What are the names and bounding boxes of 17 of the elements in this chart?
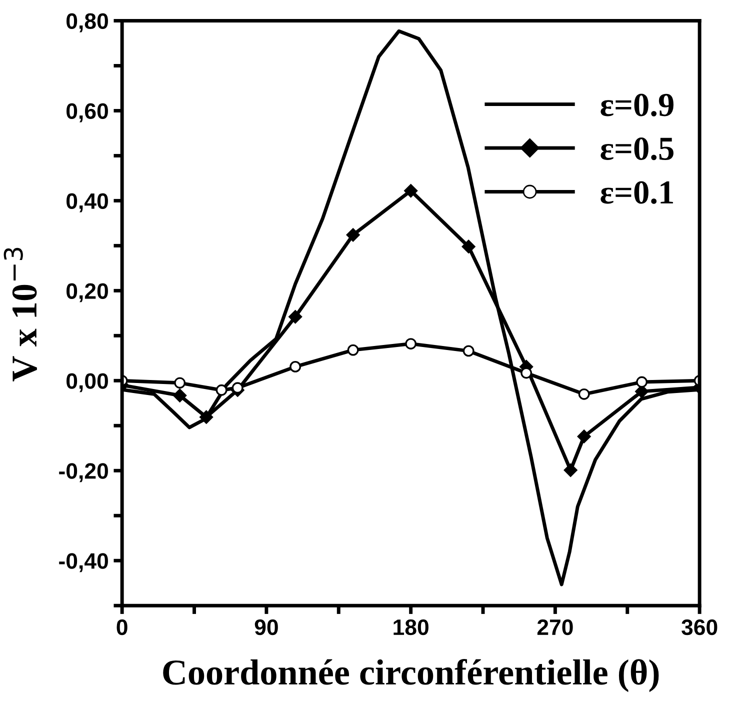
y-tick-label: 0,20 — [66, 283, 108, 302]
legend-label: ε=0.5 — [600, 137, 674, 160]
legend-label: ε=0.1 — [600, 181, 673, 204]
x-tick-label: 90 — [254, 619, 278, 636]
y-tick-label: 0,40 — [66, 193, 108, 212]
y-tick-label: 0,60 — [66, 103, 108, 122]
y-tick-label: -0,20 — [59, 463, 108, 482]
y-tick-label: 0,80 — [66, 13, 108, 32]
y-tick-label: -0,40 — [59, 553, 108, 572]
x-tick-label: 0 — [116, 619, 128, 636]
x-axis-title: Coordonnée circonférentielle (θ) — [163, 658, 659, 692]
x-tick-label: 360 — [682, 619, 718, 636]
y-tick-label: 0,00 — [66, 373, 108, 392]
x-tick-label: 270 — [537, 619, 573, 636]
x-tick-label: 180 — [394, 619, 428, 636]
legend-label: ε=0.9 — [600, 94, 674, 116]
y-axis-title: V x 10$^{−3}$ — [4, 248, 37, 382]
